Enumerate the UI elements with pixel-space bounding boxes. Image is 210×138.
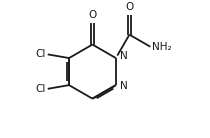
Text: Cl: Cl [35, 84, 46, 94]
Text: O: O [88, 10, 97, 20]
Text: O: O [125, 2, 134, 12]
Text: Cl: Cl [35, 49, 46, 59]
Text: N: N [120, 51, 127, 61]
Text: N: N [120, 81, 127, 91]
Text: NH₂: NH₂ [152, 42, 172, 52]
